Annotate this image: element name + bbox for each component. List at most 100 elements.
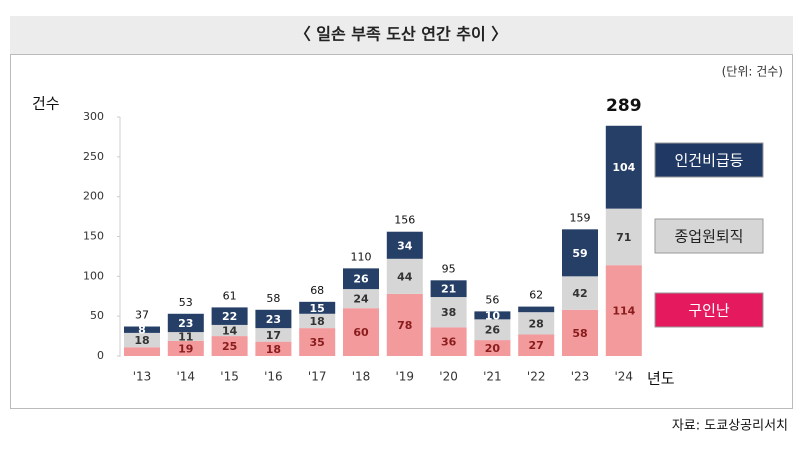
data-label: 23: [266, 313, 281, 326]
bar-segment: [474, 319, 511, 341]
data-label: 20: [485, 342, 501, 355]
bar-segment: [386, 258, 423, 294]
bar-segment: [255, 328, 292, 342]
data-label: 10: [485, 309, 501, 322]
bar-segment: [518, 334, 555, 356]
bar-segment: [299, 313, 336, 329]
total-label: 58: [266, 292, 280, 305]
total-label: 61: [223, 289, 237, 302]
legend-swatch: [654, 292, 764, 328]
data-label: 21: [441, 283, 456, 296]
bar-segment: [167, 313, 204, 333]
legend-label: 구인난: [688, 302, 730, 320]
data-label: 104: [612, 161, 635, 174]
bar-segment: [255, 341, 292, 356]
data-label: 38: [441, 306, 456, 319]
data-label: 15: [310, 302, 325, 315]
legend-swatch: [654, 142, 764, 178]
bar-segment: [124, 326, 160, 333]
data-label: 22: [222, 310, 237, 323]
x-tick-label: '18: [352, 370, 371, 384]
x-tick-label: '23: [571, 370, 590, 384]
bar-segment: [430, 327, 467, 356]
legend-label: 종업원퇴직: [674, 228, 743, 246]
data-label: 18: [266, 343, 281, 356]
data-label: 114: [612, 305, 635, 318]
total-label: 289: [606, 96, 642, 116]
total-label: 56: [485, 293, 499, 306]
bar-segment: [343, 308, 379, 356]
data-label: 17: [266, 329, 281, 342]
total-label: 95: [442, 262, 456, 275]
y-tick-label: 250: [83, 150, 104, 163]
total-label: 159: [570, 211, 591, 224]
bar-segment: [430, 297, 467, 328]
unit: (단위: 건수): [722, 65, 783, 79]
bar-segment: [474, 311, 511, 320]
data-label: 27: [529, 339, 544, 352]
y-tick-label: 300: [83, 110, 104, 123]
frame: [10, 54, 793, 409]
x-tick-label: '14: [177, 370, 196, 384]
bar-segment: [562, 229, 598, 277]
data-label: 42: [572, 287, 587, 300]
bar-segment: [167, 340, 204, 356]
bar-segment: [605, 265, 642, 356]
bar-segment: [255, 309, 292, 329]
data-label: 14: [222, 325, 238, 338]
data-label: 58: [572, 327, 587, 340]
data-label: 35: [310, 336, 325, 349]
y-tick-label: 0: [97, 349, 104, 362]
total-label: 37: [135, 309, 149, 322]
y-tick-label: 150: [83, 230, 104, 243]
bar-segment: [605, 125, 642, 209]
bar-segment: [430, 280, 467, 298]
y-tick-label: 50: [90, 309, 104, 322]
bar-segment: [474, 340, 511, 356]
bar-segment: [562, 276, 598, 310]
data-label: 18: [310, 315, 325, 328]
data-label: 26: [353, 273, 369, 286]
total-label: 68: [310, 284, 324, 297]
y-tick-label: 200: [83, 190, 104, 203]
bar-segment: [211, 307, 248, 325]
data-label: 11: [178, 330, 193, 343]
data-label: 19: [178, 342, 193, 355]
bar-segment: [124, 347, 160, 356]
data-label: 28: [529, 317, 544, 330]
total-label: 53: [179, 296, 193, 309]
bar-segment: [605, 208, 642, 266]
data-label: 25: [222, 340, 237, 353]
chart-title: 〈 일손 부족 도산 연간 추이 〉: [295, 25, 508, 44]
total-label: 156: [394, 214, 415, 227]
data-label: 78: [397, 319, 412, 332]
data-label: 8: [138, 324, 146, 337]
title-band: [10, 16, 793, 54]
bar-segment: [386, 231, 423, 259]
bar-segment: [299, 301, 336, 314]
bar-segment: [211, 336, 248, 356]
data-label: 44: [397, 270, 413, 283]
data-label: 26: [485, 324, 501, 337]
bar-segment: [299, 328, 336, 356]
data-label: 34: [397, 239, 413, 252]
x-tick-label: '16: [264, 370, 283, 384]
bar-segment: [167, 332, 204, 341]
source: 자료: 도쿄상공리서치: [672, 419, 788, 434]
x-tick-label: '21: [483, 370, 502, 384]
data-label: 60: [353, 326, 369, 339]
bar-segment: [518, 306, 555, 313]
x-tick-label: '24: [615, 370, 634, 384]
bar-segment: [562, 309, 598, 356]
data-label: 24: [353, 293, 369, 306]
bar-segment: [518, 312, 555, 335]
y-axis-label: 건수: [32, 95, 60, 113]
x-tick-label: '15: [220, 370, 239, 384]
data-label: 59: [572, 247, 587, 260]
x-axis-label: 년도: [647, 370, 675, 388]
bar-segment: [211, 324, 248, 337]
bar-segment: [386, 293, 423, 356]
legend-label: 인건비급등: [674, 152, 743, 170]
bar-segment: [343, 289, 379, 309]
